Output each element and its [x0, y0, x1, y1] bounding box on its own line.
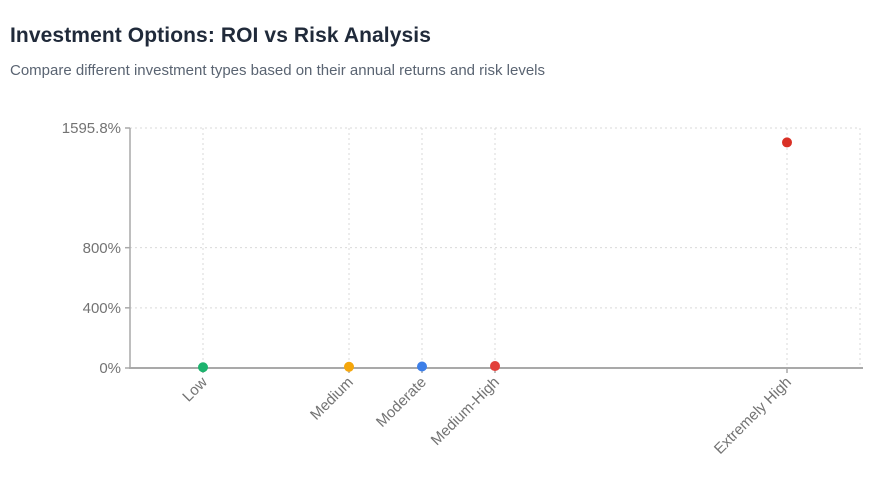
x-tick-label-low: Low: [179, 374, 211, 406]
x-tick-label-medium: Medium: [307, 374, 357, 424]
y-tick-label-800-: 800%: [83, 240, 121, 257]
data-point-moderate[interactable]: [417, 361, 427, 372]
y-tick-label-1595-8-: 1595.8%: [62, 120, 121, 137]
y-tick-label-400-: 400%: [83, 300, 121, 317]
chart-subtitle: Compare different investment types based…: [10, 62, 546, 79]
data-point-medium-high[interactable]: [490, 361, 500, 372]
chart-title: Investment Options: ROI vs Risk Analysis: [10, 24, 432, 47]
data-point-extremely-high[interactable]: [782, 137, 792, 148]
data-point-medium[interactable]: [344, 361, 354, 372]
y-tick-label-0-: 0%: [99, 360, 121, 377]
x-tick-label-moderate: Moderate: [373, 374, 430, 431]
x-tick-label-extremely-high: Extremely High: [711, 374, 795, 458]
data-point-low[interactable]: [198, 362, 208, 373]
x-tick-label-medium-high: Medium-High: [428, 374, 503, 449]
